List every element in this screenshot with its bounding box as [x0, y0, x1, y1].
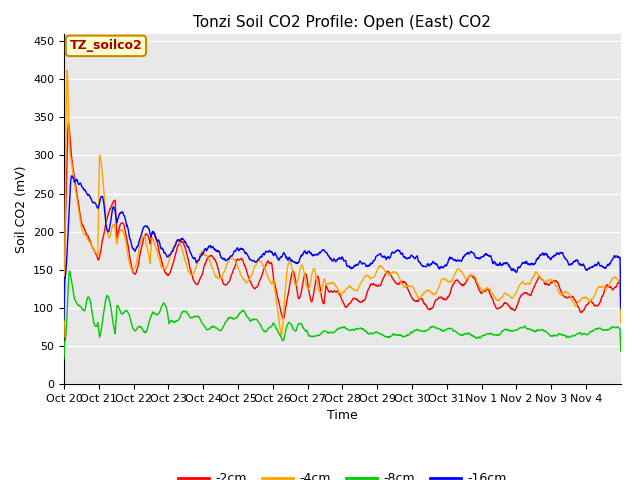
- Y-axis label: Soil CO2 (mV): Soil CO2 (mV): [15, 165, 28, 252]
- Legend: -2cm, -4cm, -8cm, -16cm: -2cm, -4cm, -8cm, -16cm: [173, 468, 512, 480]
- Title: Tonzi Soil CO2 Profile: Open (East) CO2: Tonzi Soil CO2 Profile: Open (East) CO2: [193, 15, 492, 30]
- X-axis label: Time: Time: [327, 409, 358, 422]
- Text: TZ_soilco2: TZ_soilco2: [70, 39, 142, 52]
